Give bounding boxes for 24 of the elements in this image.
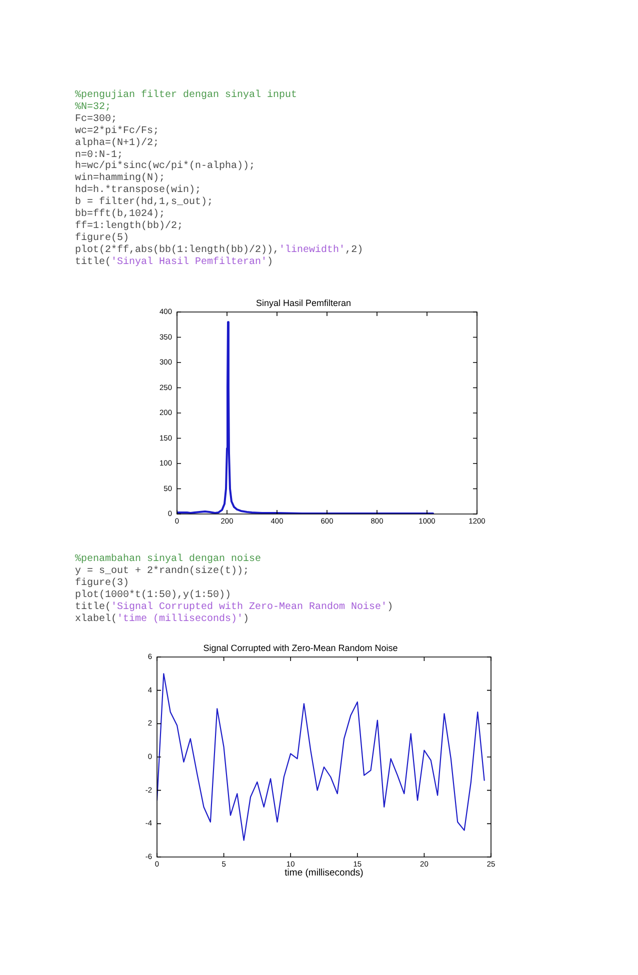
text: %pengujian filter dengan sinyal input: [75, 90, 298, 102]
text: n=0:N-1;: [75, 150, 124, 161]
text: b = filter(hd,1,s_out);: [75, 197, 214, 208]
text: bb=fft(b,1024);: [75, 209, 166, 220]
text: hd=h.*transpose(win);: [75, 185, 202, 196]
text: plot(1000*t(1:50),y(1:50)): [75, 590, 232, 601]
text: figure(3): [75, 578, 130, 589]
text: h=wc/pi*sinc(wc/pi*(n-alpha));: [75, 161, 256, 172]
text: ff=1:length(bb)/2;: [75, 220, 184, 232]
x-axis-title: time (milliseconds): [284, 868, 364, 879]
chart-title: Sinyal Hasil Pemfilteran: [256, 298, 352, 308]
text: %penambahan sinyal dengan noise: [75, 554, 262, 566]
text: alpha=(N+1)/2;: [75, 138, 160, 149]
text: wc=2*pi*Fc/Fs;: [75, 126, 160, 137]
text: y = s_out + 2*randn(size(t));: [75, 566, 250, 577]
text: win=hamming(N);: [75, 173, 166, 184]
text: title('Signal Corrupted with Zero-Mean Random Noise'): [75, 602, 394, 613]
text: xlabel('time (milliseconds)'): [75, 614, 250, 625]
text: Fc=300;: [75, 114, 118, 125]
chart-title: Signal Corrupted with Zero-Mean Random Noise: [203, 642, 398, 653]
text: plot(2*ff,abs(bb(1:length(bb)/2)),'linewidth',2): [75, 244, 364, 256]
text: %N=32;: [75, 102, 112, 114]
text: figure(5): [75, 232, 130, 244]
text: title('Sinyal Hasil Pemfilteran'): [75, 256, 274, 268]
